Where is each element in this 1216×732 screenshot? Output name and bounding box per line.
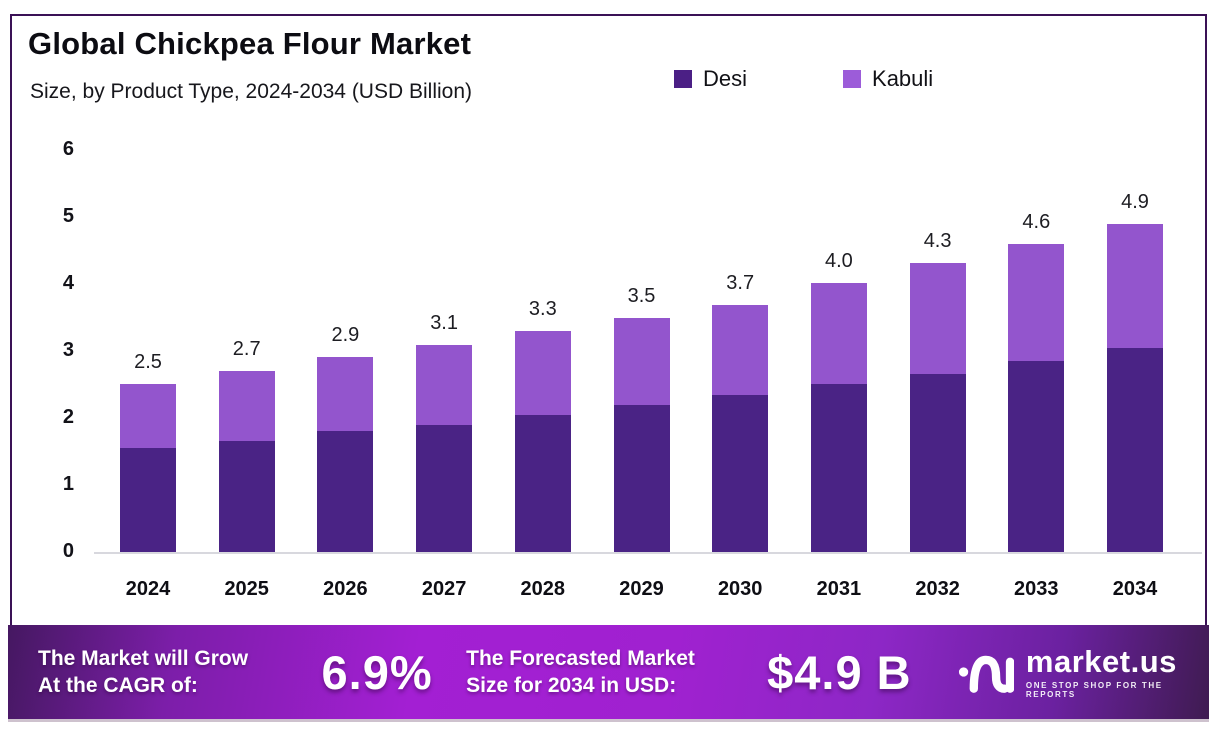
- cagr-value: 6.9%: [321, 645, 433, 699]
- bar-total-label-2024: 2.5: [134, 351, 162, 373]
- bar-desi-2027: [416, 425, 473, 552]
- forecast-label-line2: Size for 2034 in USD:: [466, 674, 677, 697]
- x-axis-label-2033: 2033: [1014, 578, 1059, 600]
- x-axis-baseline: [94, 552, 1202, 554]
- cagr-label-line2: At the CAGR of:: [38, 674, 198, 697]
- y-axis-tick-4: 4: [62, 272, 74, 294]
- x-axis-label-2026: 2026: [323, 578, 368, 600]
- legend-item-desi: Desi: [674, 66, 747, 92]
- x-axis-label-2029: 2029: [619, 578, 664, 600]
- x-axis-label-2034: 2034: [1112, 578, 1158, 600]
- y-axis-tick-3: 3: [62, 339, 74, 361]
- bar-desi-2033: [1008, 361, 1065, 552]
- bar-kabuli-2029: [613, 318, 670, 405]
- x-axis-label-2025: 2025: [224, 578, 269, 600]
- x-axis-label-2028: 2028: [520, 578, 566, 600]
- bar-kabuli-2025: [218, 371, 275, 441]
- y-axis-tick-6: 6: [62, 138, 74, 160]
- y-axis-tick-2: 2: [62, 406, 74, 428]
- legend-label-kabuli: Kabuli: [872, 66, 934, 91]
- bar-desi-2030: [712, 395, 769, 552]
- bar-desi-2028: [514, 415, 571, 552]
- bar-kabuli-2031: [810, 283, 867, 384]
- legend-item-kabuli: Kabuli: [843, 66, 933, 92]
- legend-label-desi: Desi: [703, 66, 748, 91]
- bar-total-label-2029: 3.5: [627, 285, 656, 307]
- y-axis-tick-1: 1: [62, 473, 74, 495]
- bar-desi-2032: [909, 374, 966, 552]
- forecast-label-line1: The Forecasted Market: [466, 646, 695, 670]
- bar-total-label-2032: 4.3: [923, 230, 952, 252]
- bar-desi-2031: [810, 384, 867, 552]
- bar-kabuli-2032: [909, 263, 966, 374]
- bar-total-label-2030: 3.7: [726, 272, 755, 294]
- bar-total-label-2026: 2.9: [331, 324, 360, 346]
- bar-desi-2025: [218, 441, 275, 552]
- page-title: Global Chickpea Flour Market: [28, 26, 472, 61]
- bar-total-label-2034: 4.9: [1121, 191, 1149, 213]
- x-axis-label-2024: 2024: [125, 578, 171, 600]
- marketus-logo-tagline: ONE STOP SHOP FOR THE REPORTS: [1025, 680, 1163, 699]
- bar-kabuli-2033: [1008, 244, 1065, 361]
- bar-desi-2034: [1107, 348, 1163, 552]
- chart-frame-border: [10, 14, 1207, 718]
- cagr-label-line1: The Market will Grow: [38, 646, 249, 670]
- legend: Desi Kabuli: [674, 66, 933, 92]
- bar-kabuli-2028: [514, 331, 571, 415]
- bar-desi-2029: [613, 405, 670, 552]
- page-subtitle: Size, by Product Type, 2024-2034 (USD Bi…: [30, 80, 473, 103]
- bar-kabuli-2026: [317, 357, 374, 431]
- marketus-logo-name: market.us: [1025, 643, 1177, 679]
- marketus-logo-text: market.us ONE STOP SHOP FOR THE REPORTS: [1026, 646, 1209, 699]
- x-axis-label-2030: 2030: [717, 578, 763, 600]
- forecast-value: $4.9 B: [767, 645, 912, 699]
- bar-kabuli-2030: [712, 305, 769, 395]
- x-axis-label-2032: 2032: [915, 578, 960, 600]
- kabuli-swatch-icon: [843, 70, 862, 88]
- footer-banner: The Market will Grow At the CAGR of: 6.9…: [8, 625, 1209, 719]
- cagr-label: The Market will Grow At the CAGR of:: [38, 645, 300, 700]
- marketus-logo-icon: [959, 655, 1014, 693]
- y-axis-tick-0: 0: [62, 540, 74, 562]
- bar-total-label-2025: 2.7: [232, 338, 261, 360]
- x-axis-label-2027: 2027: [421, 578, 467, 600]
- bar-kabuli-2024: [120, 384, 176, 448]
- bar-kabuli-2034: [1107, 224, 1163, 348]
- y-axis-tick-5: 5: [62, 205, 74, 227]
- bar-total-label-2027: 3.1: [430, 312, 458, 334]
- bar-total-label-2033: 4.6: [1022, 211, 1051, 233]
- marketus-logo: market.us ONE STOP SHOP FOR THE REPORTS: [958, 646, 1209, 699]
- bar-total-label-2031: 4.0: [824, 250, 853, 272]
- bar-desi-2024: [120, 448, 176, 552]
- bar-total-label-2028: 3.3: [528, 298, 557, 320]
- bar-desi-2026: [317, 431, 374, 552]
- forecast-label: The Forecasted Market Size for 2034 in U…: [466, 645, 755, 700]
- x-axis-label-2031: 2031: [816, 578, 862, 600]
- bar-kabuli-2027: [416, 345, 473, 425]
- desi-swatch-icon: [674, 70, 692, 88]
